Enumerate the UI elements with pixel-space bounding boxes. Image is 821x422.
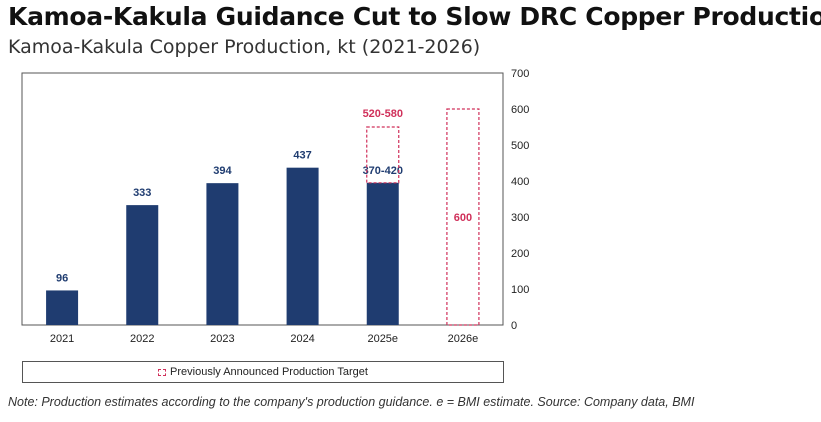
y-tick-label: 0 [511,320,517,332]
bar [286,167,319,325]
x-tick-label: 2023 [210,333,234,345]
x-tick-label: 2025e [367,333,398,345]
bar-data-label: 437 [293,150,311,162]
footnote: Note: Production estimates according to … [8,395,695,409]
bar [206,183,239,325]
bar [46,290,79,325]
target-range [446,108,480,326]
bar [126,205,159,325]
bar [366,182,399,325]
legend-label-target: Previously Announced Production Target [170,366,368,378]
y-tick-label: 400 [511,176,529,188]
y-tick-label: 500 [511,140,529,152]
x-tick-label: 2026e [448,333,479,345]
x-tick-label: 2022 [130,333,154,345]
y-tick-label: 300 [511,212,529,224]
bar-data-label: 96 [56,272,68,284]
legend-swatch-target [158,368,167,376]
y-tick-label: 100 [511,284,529,296]
chart-title: Kamoa-Kakula Guidance Cut to Slow DRC Co… [8,2,821,31]
plot-frame [21,72,504,326]
y-tick-label: 200 [511,248,529,260]
target-range [366,126,400,184]
bar-data-label: 394 [213,165,232,177]
bar-chart: 0 100 200 300 400 500 600 700 2021 96 2022 333 2023 3… [21,68,529,345]
target-data-label: 520-580 [363,108,403,120]
target-data-label: 600 [454,212,472,224]
legend: Previously Announced Production Target [22,361,504,383]
y-tick-label: 700 [511,68,529,80]
y-tick-label: 600 [511,104,529,116]
bar-data-label: 333 [133,187,151,199]
chart-subtitle: Kamoa-Kakula Copper Production, kt (2021… [8,36,481,58]
x-tick-label: 2021 [50,333,74,345]
bar-data-label: 370-420 [363,165,403,177]
x-tick-label: 2024 [290,333,314,345]
